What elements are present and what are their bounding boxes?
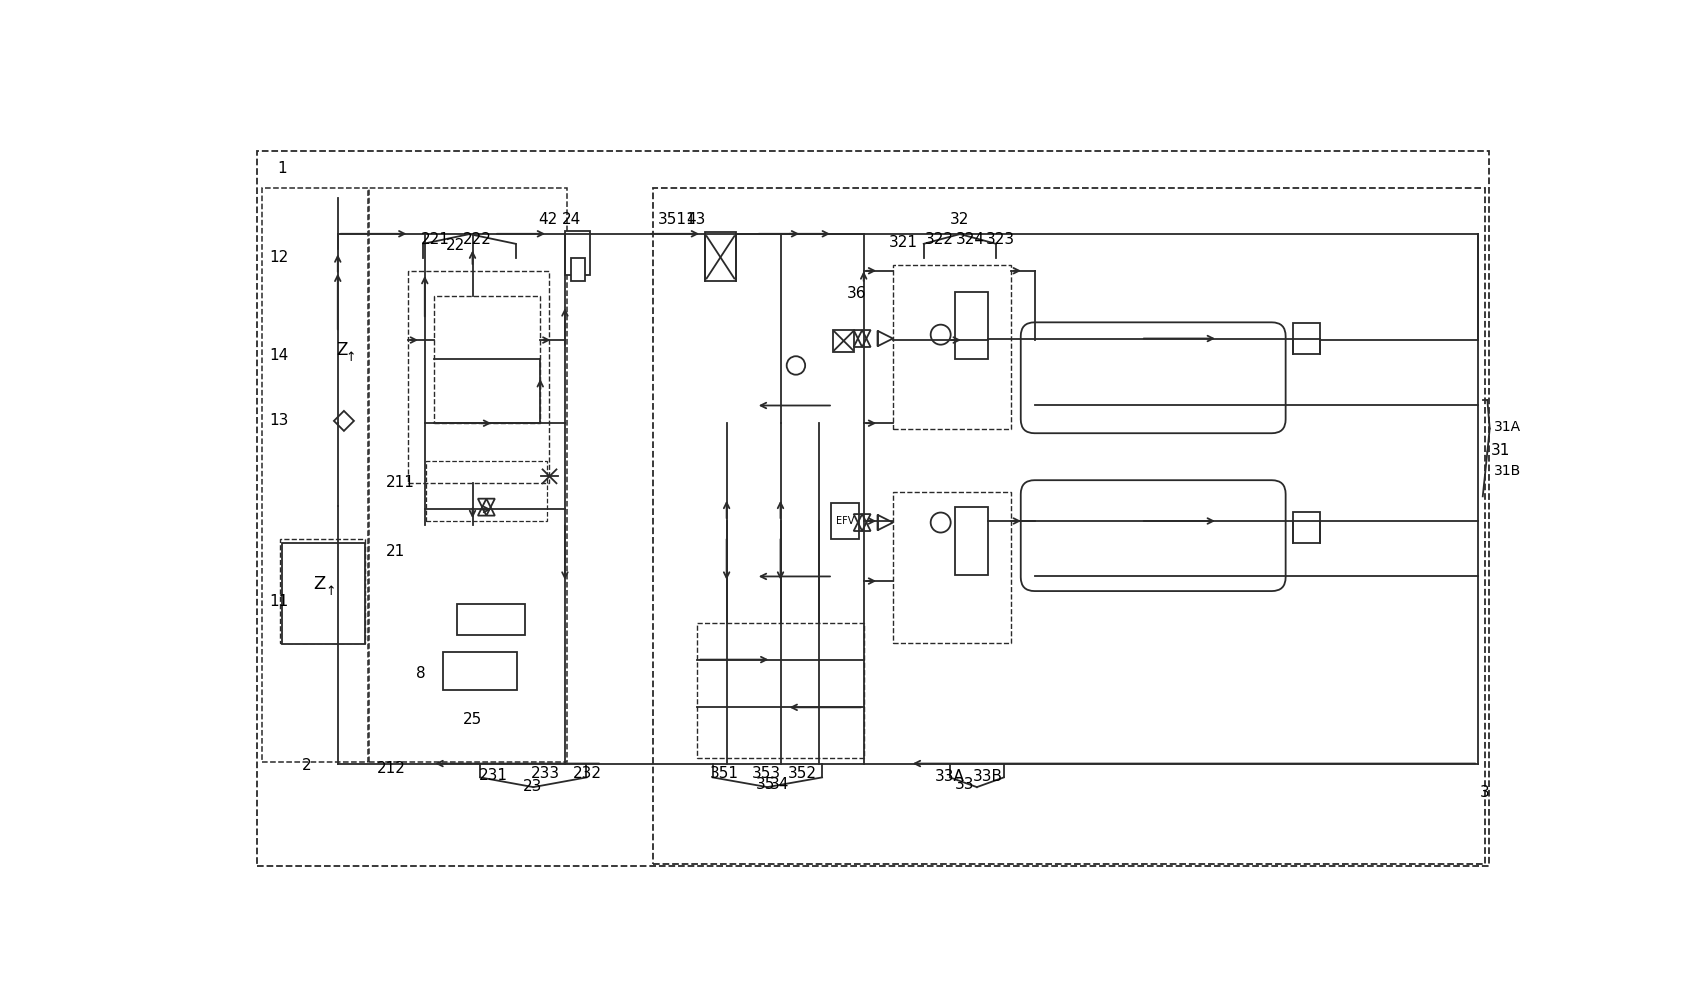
Text: ↑: ↑	[325, 585, 337, 598]
Text: 25: 25	[463, 713, 483, 728]
Text: 211: 211	[386, 475, 415, 490]
Bar	[704, 232, 737, 280]
Text: 42: 42	[539, 212, 558, 227]
Text: 351: 351	[709, 766, 738, 781]
Text: 321: 321	[888, 235, 917, 250]
Text: 231: 231	[478, 768, 507, 783]
Text: 233: 233	[531, 766, 560, 781]
Text: 43: 43	[687, 212, 706, 227]
Bar	[458, 604, 526, 635]
Text: 8: 8	[415, 666, 425, 681]
Bar	[281, 539, 364, 642]
Bar	[833, 330, 854, 352]
Text: 352: 352	[788, 766, 816, 781]
Text: 222: 222	[463, 232, 492, 247]
Text: 36: 36	[847, 286, 866, 301]
Text: EFV: EFV	[835, 516, 854, 526]
Bar	[1293, 512, 1320, 543]
Text: 322: 322	[925, 232, 954, 247]
Text: 1: 1	[277, 161, 286, 176]
Text: 11: 11	[269, 594, 289, 609]
Text: 21: 21	[386, 545, 405, 560]
Text: 3: 3	[1480, 785, 1490, 800]
Text: 13: 13	[269, 413, 289, 428]
Text: 31A: 31A	[1493, 420, 1521, 434]
Text: 31: 31	[1490, 442, 1510, 457]
Text: 12: 12	[269, 250, 289, 265]
Text: 32: 32	[949, 212, 970, 227]
Bar	[565, 231, 590, 275]
Text: 34: 34	[771, 777, 789, 792]
Bar	[697, 623, 864, 758]
Text: 14: 14	[269, 348, 289, 363]
Bar	[262, 188, 367, 762]
Bar	[954, 508, 988, 575]
Text: 232: 232	[573, 766, 602, 781]
Bar	[954, 291, 988, 360]
Bar	[427, 461, 548, 521]
Text: 33: 33	[954, 777, 975, 792]
Text: 35: 35	[755, 777, 776, 792]
Bar	[444, 652, 517, 690]
Bar	[893, 491, 1010, 642]
Text: 3511: 3511	[657, 212, 696, 227]
Text: Z: Z	[335, 341, 347, 359]
Text: 212: 212	[378, 762, 407, 777]
Text: 221: 221	[420, 232, 449, 247]
Bar	[893, 265, 1010, 429]
Text: 323: 323	[985, 232, 1014, 247]
Bar	[369, 188, 566, 762]
Text: 24: 24	[561, 212, 582, 227]
Bar	[1293, 324, 1320, 354]
Text: 31B: 31B	[1493, 464, 1521, 478]
Bar	[282, 543, 364, 644]
Bar	[434, 296, 541, 423]
Text: 2: 2	[301, 759, 311, 774]
Text: 22: 22	[446, 238, 464, 253]
Text: 353: 353	[752, 766, 781, 781]
Text: ↑: ↑	[345, 352, 356, 364]
Text: 324: 324	[956, 232, 985, 247]
Bar	[653, 188, 1485, 864]
Text: 33B: 33B	[973, 769, 1004, 784]
Bar	[572, 257, 585, 280]
Text: 23: 23	[522, 779, 543, 794]
Bar	[408, 270, 549, 482]
Text: Z: Z	[313, 575, 325, 593]
Text: 33A: 33A	[934, 769, 964, 784]
Bar	[832, 504, 859, 539]
